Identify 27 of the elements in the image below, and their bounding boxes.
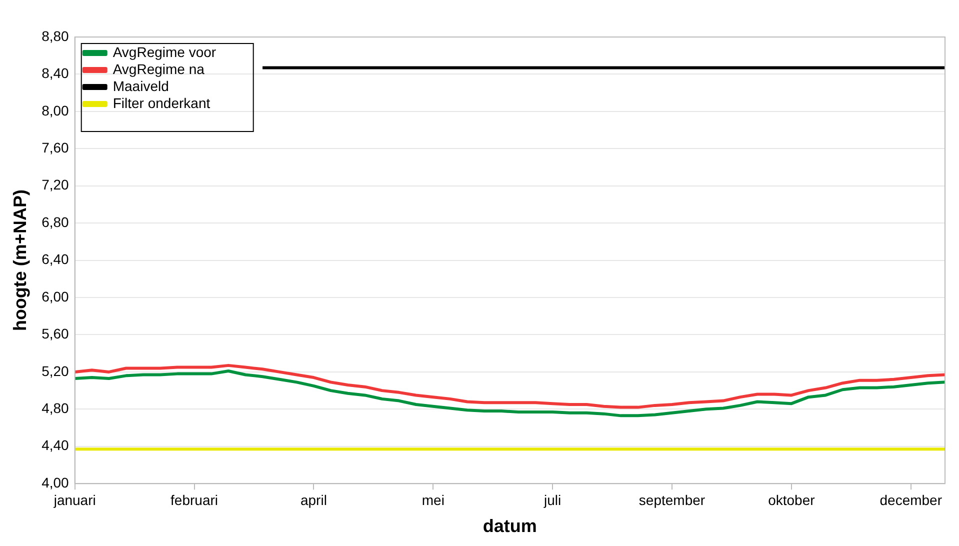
y-tick-label: 6,80	[42, 214, 70, 230]
x-tick-label: januari	[52, 492, 96, 508]
y-tick-label: 8,40	[42, 65, 70, 82]
legend-label: AvgRegime na	[112, 60, 205, 77]
y-tick-label: 5,60	[42, 326, 70, 342]
x-tick-label: september	[638, 492, 706, 508]
y-tick-label: 4,80	[42, 400, 70, 416]
x-tick-label: april	[300, 492, 327, 508]
y-tick-label: 6,00	[42, 288, 70, 304]
y-tick-label: 7,20	[42, 176, 70, 193]
x-tick-label: december	[880, 492, 942, 508]
y-tick-label: 8,00	[42, 102, 70, 118]
y-tick-label: 4,40	[42, 437, 70, 454]
x-tick-label: oktober	[768, 492, 816, 508]
x-axis-title: datum	[482, 516, 537, 536]
y-axis-title: hoogte (m+NAP)	[10, 190, 30, 332]
y-tick-label: 7,60	[42, 140, 70, 156]
x-tick-label: juli	[543, 492, 562, 508]
x-tick-label: februari	[170, 492, 218, 508]
y-tick-label: 4,00	[42, 474, 70, 490]
y-tick-label: 8,80	[42, 28, 70, 44]
y-tick-label: 6,40	[42, 251, 70, 268]
x-tick-label: mei	[422, 492, 444, 508]
y-tick-label: 5,20	[42, 362, 70, 379]
legend-label: AvgRegime voor	[112, 44, 216, 60]
legend-label: Filter onderkant	[112, 94, 210, 111]
legend-label: Maaiveld	[112, 78, 169, 94]
